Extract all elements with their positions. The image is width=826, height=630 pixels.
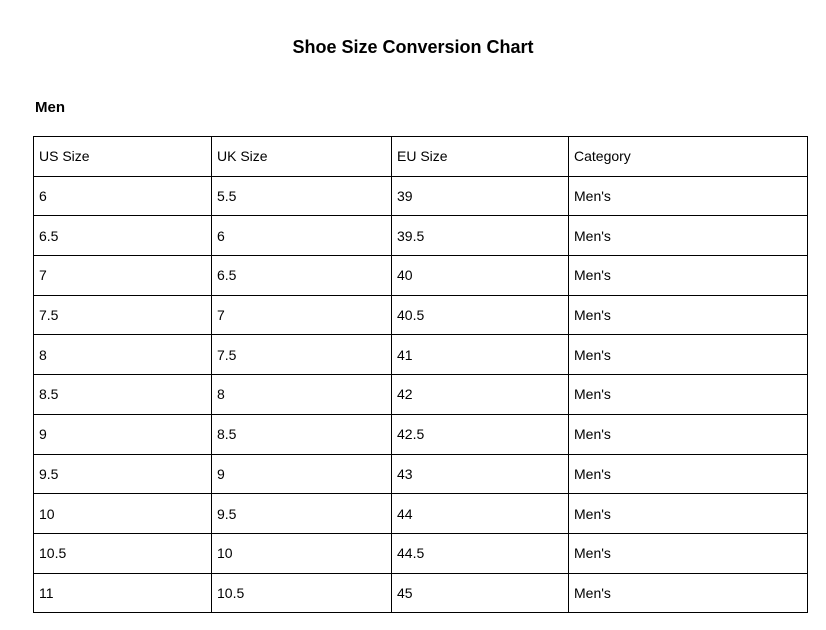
shoe-size-table: US Size UK Size EU Size Category 6 5.5 39 M… [33, 136, 808, 614]
table-cell: Men's [568, 374, 808, 415]
table-cell: 41 [391, 334, 569, 376]
table-cell: 6 [33, 175, 212, 217]
page-title: Shoe Size Conversion Chart [292, 37, 534, 57]
table-cell: 39.5 [391, 215, 569, 257]
column-header-eu-size: EU Size [391, 136, 569, 177]
table-cell: 7.5 [211, 334, 392, 376]
table-cell: 9.5 [211, 493, 392, 534]
table-cell: 8 [211, 374, 392, 415]
table-row: 8.5 8 42 Men's [33, 374, 808, 415]
table-cell: 40 [391, 255, 569, 296]
table-cell: Men's [568, 453, 808, 495]
table-cell: 42 [391, 374, 569, 415]
table-cell: 8 [33, 334, 212, 376]
table-cell: 10.5 [33, 532, 212, 574]
table-row: 7 6.5 40 Men's [33, 255, 808, 296]
table-cell: 45 [391, 572, 569, 614]
table-cell: 44.5 [391, 532, 569, 574]
table-row: 7.5 7 40.5 Men's [33, 294, 808, 336]
column-header-uk-size: UK Size [211, 136, 392, 177]
table-cell: 11 [33, 572, 212, 614]
table-cell: 6.5 [211, 255, 392, 296]
table-cell: 8.5 [211, 413, 392, 455]
table-cell: 39 [391, 175, 569, 217]
section-heading-men: Men [35, 99, 65, 116]
table-cell: 10 [211, 532, 392, 574]
table-cell: Men's [568, 413, 808, 455]
table-cell: 7 [211, 294, 392, 336]
column-header-category: Category [568, 136, 808, 177]
table-cell: Men's [568, 334, 808, 376]
table-cell: 6 [211, 215, 392, 257]
table-cell: 9 [33, 413, 212, 455]
table-cell: 42.5 [391, 413, 569, 455]
table-cell: Men's [568, 294, 808, 336]
table-header-row: US Size UK Size EU Size Category [33, 136, 808, 177]
table-cell: 8.5 [33, 374, 212, 415]
table-row: 10 9.5 44 Men's [33, 493, 808, 534]
table-cell: 9 [211, 453, 392, 495]
table-cell: Men's [568, 255, 808, 296]
table-cell: 10.5 [211, 572, 392, 614]
table-cell: Men's [568, 175, 808, 217]
table-cell: 5.5 [211, 175, 392, 217]
table-row: 9.5 9 43 Men's [33, 453, 808, 495]
table-header: US Size UK Size EU Size Category [33, 136, 808, 177]
table-row: 6 5.5 39 Men's [33, 175, 808, 217]
table-row: 8 7.5 41 Men's [33, 334, 808, 376]
table-row: 6.5 6 39.5 Men's [33, 215, 808, 257]
table-cell: Men's [568, 493, 808, 534]
table-cell: 6.5 [33, 215, 212, 257]
table-row: 10.5 10 44.5 Men's [33, 532, 808, 574]
column-header-us-size: US Size [33, 136, 212, 177]
table-row: 9 8.5 42.5 Men's [33, 413, 808, 455]
table-cell: 43 [391, 453, 569, 495]
table-row: 11 10.5 45 Men's [33, 572, 808, 614]
table-cell: Men's [568, 215, 808, 257]
table-cell: Men's [568, 532, 808, 574]
table-cell: Men's [568, 572, 808, 614]
table-cell: 44 [391, 493, 569, 534]
table-cell: 7.5 [33, 294, 212, 336]
table-cell: 9.5 [33, 453, 212, 495]
table-cell: 7 [33, 255, 212, 296]
table-body: 6 5.5 39 Men's 6.5 6 39.5 Men's 7 6.5 40 Men's 7.5 7 4… [33, 175, 808, 614]
table-cell: 40.5 [391, 294, 569, 336]
table-cell: 10 [33, 493, 212, 534]
